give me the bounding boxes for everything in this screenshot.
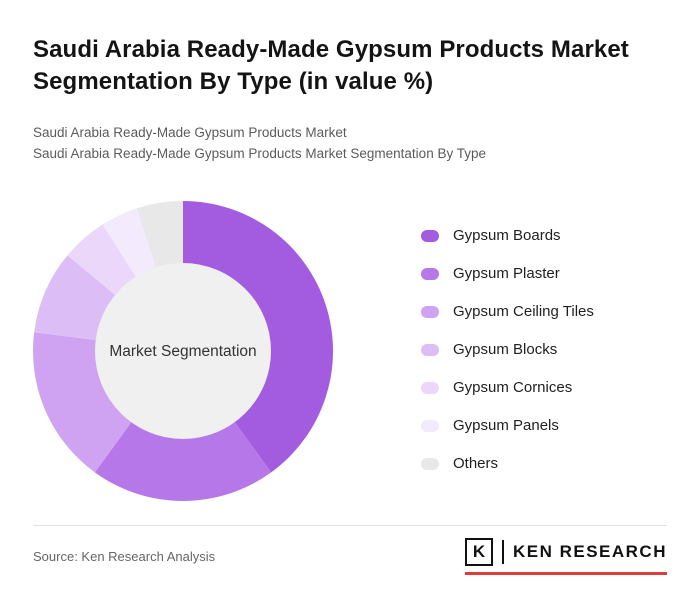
subtitles: Saudi Arabia Ready-Made Gypsum Products …	[33, 123, 667, 165]
source-note: Source: Ken Research Analysis	[33, 549, 216, 564]
legend-item-gypsum-boards: Gypsum Boards	[421, 217, 594, 255]
chart-area: Market Segmentation Gypsum Boards Gypsum …	[32, 200, 667, 501]
subtitle-market: Saudi Arabia Ready-Made Gypsum Products …	[33, 124, 347, 140]
donut-chart: Market Segmentation	[32, 200, 333, 501]
legend-item-gypsum-ceiling-tiles: Gypsum Ceiling Tiles	[421, 293, 594, 331]
legend-swatch	[421, 267, 439, 280]
legend-swatch	[421, 229, 439, 242]
legend-item-gypsum-plaster: Gypsum Plaster	[421, 255, 594, 293]
legend-swatch	[421, 457, 439, 470]
legend-label: Gypsum Blocks	[453, 341, 558, 359]
legend-swatch	[421, 381, 439, 394]
legend-swatch	[421, 305, 439, 318]
donut-chart-svg: Market Segmentation	[32, 200, 333, 501]
legend-label: Gypsum Cornices	[453, 379, 573, 397]
legend-item-gypsum-panels: Gypsum Panels	[421, 407, 594, 445]
subtitle-segmentation: Saudi Arabia Ready-Made Gypsum Products …	[33, 145, 486, 161]
chart-legend: Gypsum Boards Gypsum Plaster Gypsum Ceilin…	[421, 217, 594, 483]
legend-label: Gypsum Plaster	[453, 265, 560, 283]
page-title: Saudi Arabia Ready-Made Gypsum Products …	[33, 36, 629, 96]
legend-item-others: Others	[421, 445, 594, 483]
ken-research-logo: K KEN RESEARCH	[464, 538, 667, 575]
legend-label: Gypsum Boards	[453, 227, 561, 245]
logo-k-monogram: K	[464, 538, 493, 566]
logo-divider	[501, 540, 504, 564]
legend-label: Gypsum Panels	[453, 417, 559, 435]
donut-center	[95, 262, 271, 439]
legend-label: Gypsum Ceiling Tiles	[453, 303, 594, 321]
footer: Source: Ken Research Analysis K KEN RESE…	[33, 525, 667, 591]
donut-center-label: Market Segmentation	[109, 343, 256, 360]
logo-k-letter: K	[472, 542, 486, 561]
logo-wordmark: KEN RESEARCH	[512, 542, 667, 561]
legend-swatch	[421, 343, 439, 356]
legend-item-gypsum-cornices: Gypsum Cornices	[421, 369, 594, 407]
legend-label: Others	[453, 455, 499, 473]
legend-swatch	[421, 419, 439, 432]
legend-item-gypsum-blocks: Gypsum Blocks	[421, 331, 594, 369]
